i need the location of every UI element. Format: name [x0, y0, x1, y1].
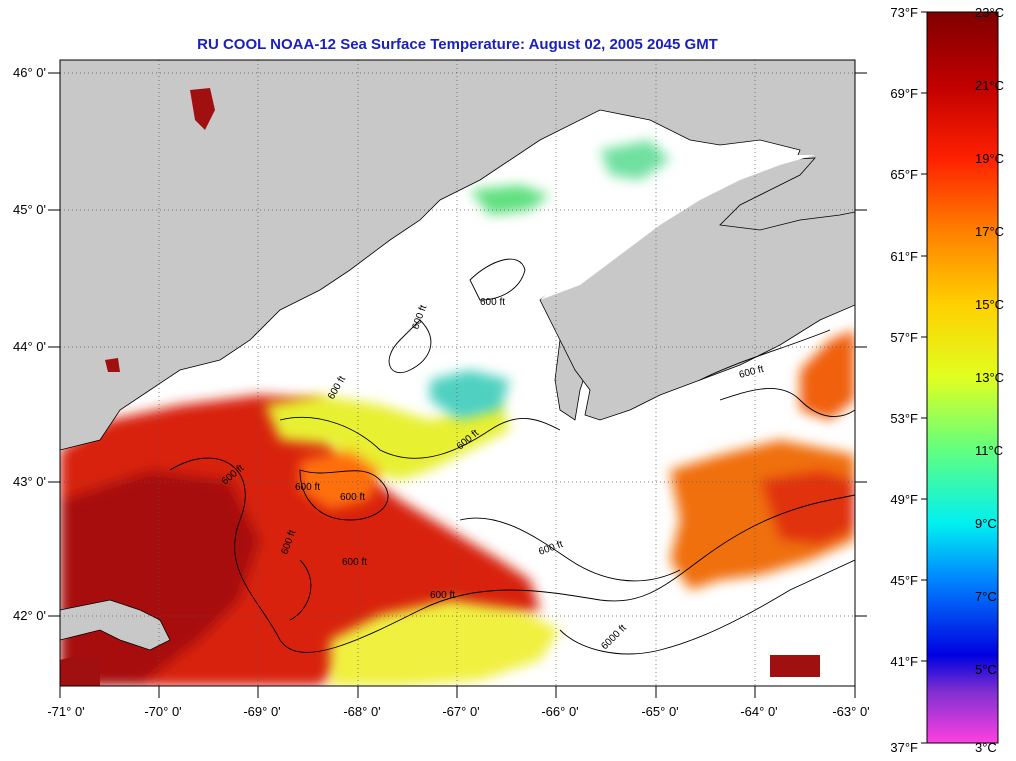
sst-east-region	[670, 330, 855, 590]
contour-label: 600 ft	[342, 557, 367, 568]
cb-f-label: 45°F	[890, 573, 918, 588]
sst-patch	[770, 655, 820, 677]
axis-ticks	[48, 72, 867, 698]
contour-label: 600 ft	[340, 492, 365, 503]
lon-label: -65° 0'	[641, 704, 678, 719]
contour-label: 600 ft	[430, 590, 455, 601]
cb-f-label: 41°F	[890, 654, 918, 669]
sst-nantucket	[60, 655, 100, 686]
lon-label: -64° 0'	[740, 704, 777, 719]
lat-label: 44° 0'	[13, 339, 46, 354]
cb-c-label: 21°C	[975, 78, 1004, 93]
lon-label: -66° 0'	[541, 704, 578, 719]
cb-f-label: 61°F	[890, 249, 918, 264]
sst-lake-patch-2	[105, 358, 120, 372]
map-title: RU COOL NOAA-12 Sea Surface Temperature:…	[197, 36, 718, 53]
sst-lake-patch	[190, 88, 215, 130]
lon-label: -63° 0'	[832, 704, 869, 719]
cb-c-label: 13°C	[975, 370, 1004, 385]
colorbar-ticks	[921, 11, 927, 744]
cb-f-label: 57°F	[890, 330, 918, 345]
bay-of-fundy	[540, 155, 815, 300]
cb-f-label: 37°F	[890, 740, 918, 755]
lon-label: -67° 0'	[442, 704, 479, 719]
lat-label: 46° 0'	[13, 65, 46, 80]
graticule	[60, 60, 855, 686]
cb-c-label: 9°C	[975, 516, 997, 531]
lon-label: -69° 0'	[243, 704, 280, 719]
lat-label: 43° 0'	[13, 474, 46, 489]
lon-label: -70° 0'	[144, 704, 181, 719]
cb-f-label: 73°F	[890, 5, 918, 20]
cb-c-label: 23°C	[975, 5, 1004, 20]
cb-c-label: 15°C	[975, 297, 1004, 312]
cb-f-label: 53°F	[890, 411, 918, 426]
cb-c-label: 19°C	[975, 151, 1004, 166]
longitude-labels: -71° 0' -70° 0' -69° 0' -68° 0' -67° 0' …	[47, 704, 869, 719]
cb-c-label: 11°C	[975, 443, 1003, 458]
sst-cool-region	[430, 140, 670, 420]
lat-label: 42° 0'	[13, 608, 46, 623]
colorbar-celsius-labels: 23°C 21°C 19°C 17°C 15°C 13°C 11°C 9°C 7…	[975, 5, 1004, 755]
lat-label: 45° 0'	[13, 202, 46, 217]
cb-c-label: 5°C	[975, 662, 997, 677]
lon-label: -71° 0'	[47, 704, 84, 719]
cb-c-label: 17°C	[975, 224, 1004, 239]
cb-c-label: 3°C	[975, 740, 997, 755]
latitude-labels: 46° 0' 45° 0' 44° 0' 43° 0' 42° 0'	[13, 65, 46, 623]
contour-label: 600 ft	[480, 297, 505, 308]
colorbar	[926, 11, 999, 744]
colorbar-fahrenheit-labels: 73°F 69°F 65°F 61°F 57°F 53°F 49°F 45°F …	[890, 5, 918, 755]
cb-f-label: 69°F	[890, 86, 918, 101]
land-cape-cod	[60, 599, 171, 651]
cb-c-label: 7°C	[975, 589, 997, 604]
depth-contours	[169, 258, 855, 655]
cb-f-label: 49°F	[890, 492, 918, 507]
lon-label: -68° 0'	[343, 704, 380, 719]
sst-mid-region	[265, 395, 560, 686]
contour-label: 600 ft	[295, 482, 320, 493]
cb-f-label: 65°F	[890, 167, 918, 182]
